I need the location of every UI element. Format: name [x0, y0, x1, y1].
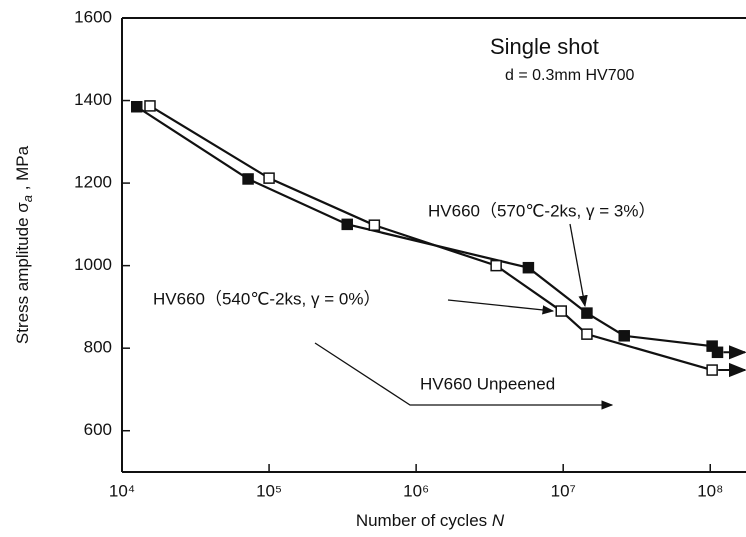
- y-axis-label: Stress amplitude σa , MPa: [13, 145, 35, 344]
- data-point: [581, 307, 593, 319]
- x-tick-label: 10⁶: [403, 481, 429, 500]
- annotation: HV660 Unpeened: [420, 374, 555, 393]
- series-label: HV660（540℃-2ks, γ = 0%）: [153, 289, 380, 308]
- data-point: [581, 328, 593, 340]
- data-point: [368, 219, 381, 231]
- x-label-text: Number of cycles: [356, 511, 492, 530]
- x-axis-label: Number of cycles N: [356, 511, 505, 530]
- x-tick-label: 10⁴: [109, 481, 135, 500]
- data-point: [555, 305, 567, 317]
- data-point: [522, 261, 535, 274]
- data-point: [263, 172, 275, 184]
- x-label-symbol: N: [492, 511, 505, 530]
- leader-line: [569, 223, 588, 308]
- x-tick-label: 10⁷: [551, 481, 576, 500]
- leader-line: [447, 299, 555, 315]
- data-point: [711, 346, 724, 359]
- y-tick-label: 1600: [74, 7, 112, 26]
- y-tick-label: 1000: [74, 255, 112, 274]
- data-point: [242, 173, 254, 185]
- y-label-subscript: a: [20, 195, 35, 202]
- y-label-suffix: , MPa: [13, 145, 32, 195]
- frame: [121, 17, 746, 473]
- data-point: [131, 100, 143, 113]
- y-tick-label: 1400: [74, 90, 112, 109]
- series-label: HV660（570℃-2ks, γ = 3%）: [428, 201, 655, 220]
- data-point: [618, 330, 630, 342]
- y-tick-label: 600: [84, 420, 112, 439]
- chart-subtitle: d = 0.3mm HV700: [505, 67, 635, 84]
- data-point: [706, 364, 718, 376]
- y-tick-label: 1200: [74, 173, 112, 192]
- data-point: [341, 218, 353, 231]
- x-tick-label: 10⁸: [697, 481, 723, 500]
- y-tick-label: 800: [84, 338, 112, 357]
- series-line: [136, 105, 719, 354]
- unpeened-arrow: [314, 342, 614, 410]
- y-label-text: Stress amplitude σ: [13, 202, 32, 344]
- data-point: [144, 100, 156, 112]
- x-tick-label: 10⁵: [256, 481, 282, 500]
- data-point: [490, 259, 502, 272]
- chart-title: Single shot: [490, 34, 599, 59]
